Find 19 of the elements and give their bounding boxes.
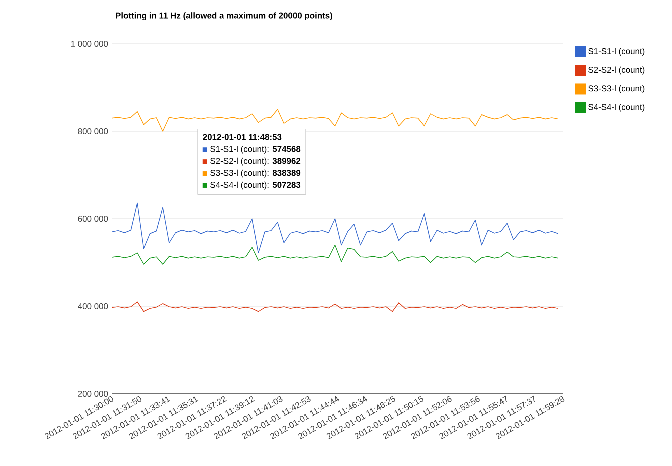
line-series bbox=[112, 109, 559, 132]
y-tick-label: 800 000 bbox=[78, 128, 108, 134]
legend-label: S3-S3-l (count) bbox=[588, 85, 645, 94]
annotation: S2-S2-l (count): 389962 bbox=[210, 158, 301, 166]
annotation: S1-S1-l (count): 574568 bbox=[210, 146, 301, 154]
annotation: S3-S3-l (count): 838389 bbox=[210, 170, 301, 178]
legend-label: S4-S4-l (count) bbox=[588, 104, 645, 112]
y-tick-label: 1 000 000 bbox=[71, 41, 108, 47]
line-series bbox=[112, 244, 559, 265]
y-tick-label: 600 000 bbox=[78, 216, 108, 222]
annotation: 2012-01-01 11:48:53 bbox=[203, 134, 282, 140]
line-series bbox=[112, 302, 559, 312]
y-tick-label: 400 000 bbox=[78, 304, 108, 310]
legend-label: S1-S1-l (count) bbox=[588, 48, 645, 56]
legend-label: S2-S2-l (count) bbox=[588, 66, 645, 75]
chart-title: Plotting in 11 Hz (allowed a maximum of 20000 points) bbox=[116, 12, 332, 21]
line-series bbox=[112, 202, 559, 254]
annotation: S4-S4-l (count): 507283 bbox=[210, 182, 301, 190]
y-tick-label: 200 000 bbox=[78, 391, 108, 397]
